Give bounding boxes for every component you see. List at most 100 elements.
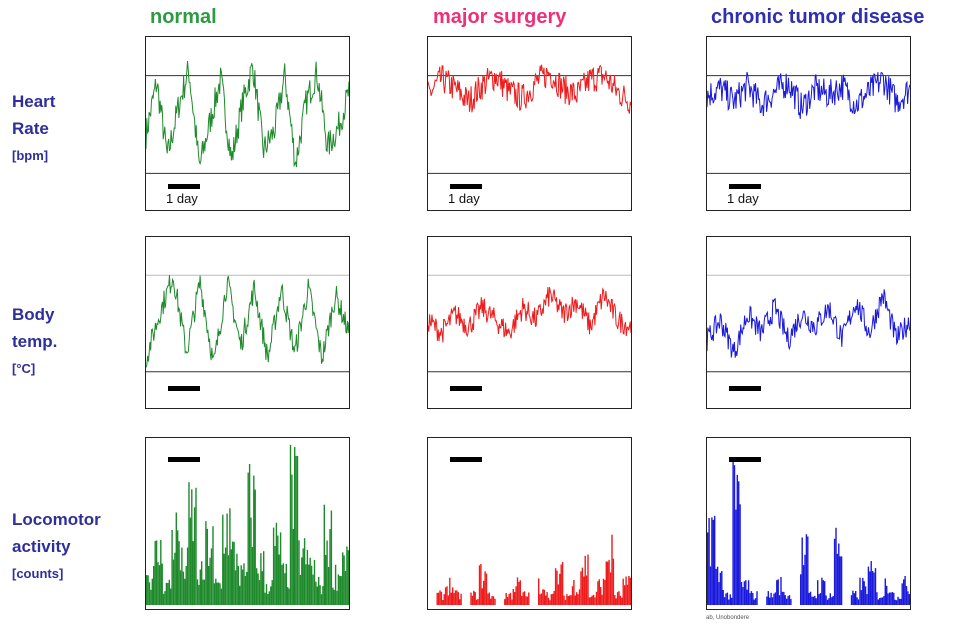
data-bar [160,539,162,605]
data-bar [616,592,619,605]
data-bar [147,575,149,605]
data-bar [895,600,898,605]
data-bar [770,592,772,605]
data-bar [333,589,335,605]
data-bar [891,592,894,605]
data-bar [178,541,180,605]
data-bar [437,592,440,605]
data-bar [550,594,552,605]
chart-panel-hr-tumor: 1 day [706,36,911,211]
data-bar [330,510,333,605]
data-bar [747,580,750,605]
data-bar [237,565,239,605]
data-bar [716,566,719,605]
data-bar [825,595,827,605]
data-bar [284,573,286,605]
data-bar [739,504,741,605]
data-bar [570,595,572,605]
data-bar [277,535,279,605]
data-bar [182,571,185,605]
row-label-line: Rate [12,119,49,138]
data-bar [170,588,172,605]
data-bar [337,574,340,605]
data-bar [780,577,782,605]
data-bar [484,571,486,605]
data-bar [740,582,743,605]
chart-svg [428,274,631,391]
data-bar [564,599,567,605]
data-bar [282,563,285,605]
data-bar [746,589,748,605]
data-bar [162,593,165,605]
data-bar [893,592,895,605]
data-bar [743,581,746,605]
row-label-body-temp: Body temp. [°C] [12,301,57,382]
data-bar [571,586,574,605]
data-bar [256,568,258,605]
data-bar [491,596,493,605]
data-bar [289,444,292,605]
data-bar [859,577,861,605]
data-bar [260,553,262,605]
data-bar [557,584,560,605]
data-series-line [707,289,910,358]
data-bar [581,567,584,605]
data-bar [886,585,888,605]
data-bar [295,455,297,605]
data-bar [509,592,512,605]
data-bar [327,566,330,605]
data-bar [193,507,196,605]
data-series-line [428,64,631,114]
data-bar [890,592,892,605]
data-bar [773,593,775,605]
column-title-major-surgery: major surgery [433,6,567,28]
data-bar [347,550,349,605]
chart-svg: 1 day [428,64,631,206]
data-bar [585,575,588,605]
data-bar [254,489,256,605]
data-bar [339,575,341,605]
data-bar [707,532,709,605]
data-bar [802,565,805,605]
data-bar [248,464,251,605]
row-label-unit: [bpm] [12,148,49,163]
data-bar [600,587,602,605]
data-bar [342,552,344,605]
row-label-unit: [°C] [12,361,36,376]
data-bar [229,508,231,605]
data-bar [244,575,247,605]
data-bar [519,580,521,605]
data-bar [836,553,839,605]
data-bar [547,597,550,605]
data-bar [521,595,523,605]
data-bar [452,587,454,605]
data-bar [206,528,208,605]
data-bar [628,576,630,605]
data-bar [862,577,864,605]
data-bar [876,592,878,605]
data-bar [736,474,738,605]
scale-bar-label: 1 day [448,191,480,206]
data-bar [787,596,789,605]
data-bar [580,571,582,605]
data-bar [754,598,757,605]
data-bar [729,594,731,605]
data-bar [831,597,833,605]
data-bar [608,559,610,605]
chart-svg [707,274,910,391]
image-credit: ab, Unobondere [706,615,750,621]
data-bar [905,586,908,605]
data-bar [184,578,186,605]
chart-svg [436,457,631,605]
data-bar [272,527,275,605]
data-bar [301,557,303,605]
data-bar [488,592,490,605]
scale-bar [450,386,482,391]
data-bar [346,546,348,605]
data-bar [470,592,472,605]
data-bar [621,597,623,605]
data-bar [213,583,216,605]
data-bar [712,519,714,605]
data-bar [174,552,176,605]
data-bar [812,596,815,605]
